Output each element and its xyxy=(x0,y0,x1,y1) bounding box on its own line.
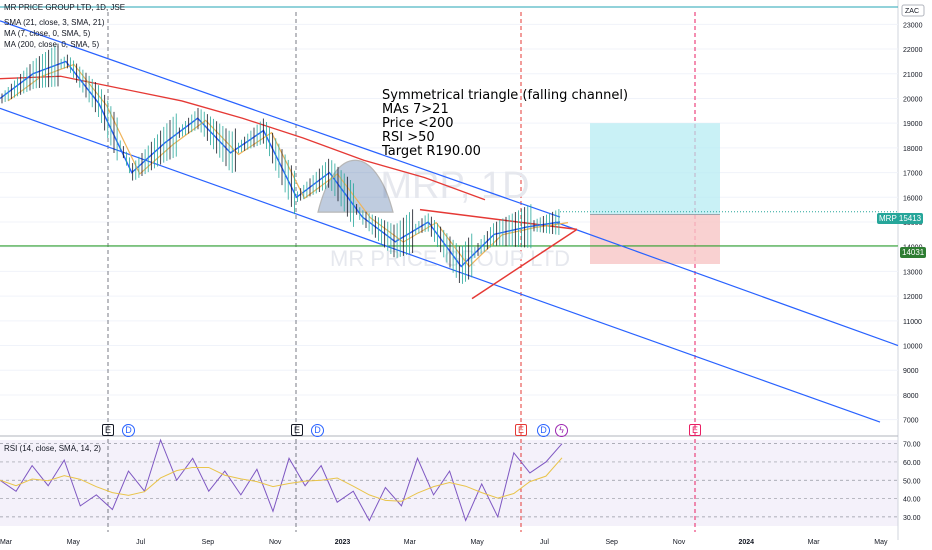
triangle-upper xyxy=(419,208,578,231)
x-tick-label: 2024 xyxy=(739,539,755,546)
y-tick-label: 8000 xyxy=(903,393,919,400)
currency-box xyxy=(901,4,925,17)
y-tick-label: 7000 xyxy=(903,418,919,425)
x-tick-label: May xyxy=(470,539,484,546)
x-tick-label: Sep xyxy=(605,539,618,546)
earnings-badge[interactable]: E xyxy=(102,424,114,436)
price-tag-support: 14031 xyxy=(900,247,927,258)
y-tick-label: 18000 xyxy=(903,146,923,153)
dividend-badge[interactable]: D xyxy=(311,424,324,437)
y-tick-label: 20000 xyxy=(903,96,923,103)
rsi-tick-label: 60.00 xyxy=(903,460,921,467)
dividend-badge[interactable]: D xyxy=(122,424,135,437)
x-tick-label: Mar xyxy=(0,539,13,546)
x-tick-label: Mar xyxy=(808,539,821,546)
legend-ma7: MA (7, close, 0, SMA, 5) xyxy=(4,29,91,38)
y-tick-label: 16000 xyxy=(903,195,923,202)
x-tick-label: Jul xyxy=(136,539,145,546)
x-tick-label: Mar xyxy=(404,539,417,546)
chart-annotation[interactable]: Symmetrical triangle (falling channel) M… xyxy=(382,89,628,159)
rsi-tick-label: 70.00 xyxy=(903,442,921,449)
price-tag-symbol: MRP xyxy=(879,214,897,223)
annotation-line: Symmetrical triangle (falling channel) xyxy=(382,88,629,103)
annotation-line: Price <200 xyxy=(382,116,454,131)
x-tick-label: May xyxy=(874,539,888,546)
y-tick-label: 13000 xyxy=(903,269,923,276)
currency-label: ZAC xyxy=(905,8,919,15)
channel-mid-extension xyxy=(554,221,899,347)
y-tick-label: 21000 xyxy=(903,72,923,79)
x-tick-label: May xyxy=(67,539,81,546)
y-tick-label: 11000 xyxy=(903,319,922,326)
rsi-tick-label: 50.00 xyxy=(903,478,921,485)
rsi-tick-label: 30.00 xyxy=(903,515,921,522)
x-tick-label: Nov xyxy=(269,539,282,546)
channel-upper xyxy=(0,20,561,218)
annotation-line: RSI >50 xyxy=(382,130,435,145)
legend-sma21: SMA (21, close, 3, SMA, 21) xyxy=(4,18,105,27)
triangle-lower xyxy=(471,228,578,300)
annotation-line: MAs 7>21 xyxy=(382,102,449,117)
x-tick-label: 2023 xyxy=(335,539,351,546)
stop-zone xyxy=(590,214,720,264)
rsi-tick-label: 40.00 xyxy=(903,497,921,504)
rsi-legend: RSI (14, close, SMA, 14, 2) xyxy=(4,444,101,453)
price-tag-value: 15413 xyxy=(898,214,922,223)
y-tick-label: 17000 xyxy=(903,171,923,178)
x-tick-label: Jul xyxy=(540,539,549,546)
legend-ma200: MA (200, close, 0, SMA, 5) xyxy=(4,40,100,49)
legend-title: MR PRICE GROUP LTD, 1D, JSE xyxy=(4,3,126,12)
split-flash-icon[interactable]: ϟ xyxy=(555,424,568,437)
y-tick-label: 22000 xyxy=(903,47,923,54)
ma7-line xyxy=(0,60,561,268)
earnings-badge[interactable]: E xyxy=(291,424,303,436)
y-tick-label: 10000 xyxy=(903,344,923,351)
y-tick-label: 9000 xyxy=(903,368,919,375)
x-tick-label: Sep xyxy=(202,539,215,546)
earnings-badge[interactable]: E xyxy=(515,424,527,436)
rsi-ma-line xyxy=(0,457,563,502)
channel-lower xyxy=(0,107,881,423)
price-tag-last: MRP 15413 xyxy=(877,213,924,224)
earnings-badge[interactable]: E xyxy=(689,424,701,436)
x-tick-label: Nov xyxy=(673,539,686,546)
y-tick-label: 19000 xyxy=(903,121,923,128)
dividend-badge[interactable]: D xyxy=(537,424,550,437)
target-zone xyxy=(590,123,720,215)
annotation-line: Target R190.00 xyxy=(382,144,481,159)
y-tick-label: 12000 xyxy=(903,294,923,301)
y-tick-label: 23000 xyxy=(903,22,923,29)
